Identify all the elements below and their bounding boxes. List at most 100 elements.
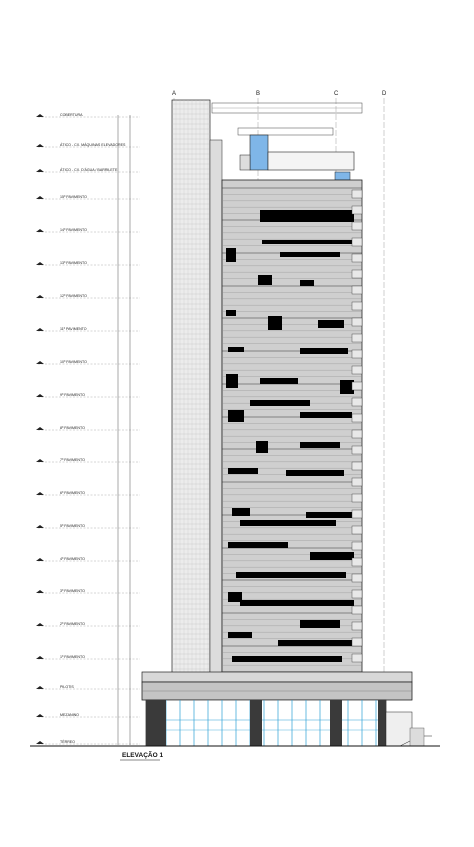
level-marker: 11º PAVIMENTO [36, 327, 140, 332]
facade-dark-panel [300, 280, 314, 286]
level-marker: 9º PAVIMENTO [36, 393, 140, 398]
level-label: 15º PAVIMENTO [60, 195, 87, 199]
level-marker: 4º PAVIMENTO [36, 557, 140, 562]
facade-dark-panel [262, 240, 354, 244]
side-bay [351, 301, 363, 311]
floor-band [222, 187, 362, 214]
side-bay [351, 637, 363, 647]
office-facade [221, 179, 363, 673]
level-label: 9º PAVIMENTO [60, 393, 85, 397]
level-marker: COBERTURA [36, 113, 140, 118]
level-label: 1º PAVIMENTO [60, 655, 85, 659]
facade-dark-panel [260, 210, 354, 222]
level-marker: TÉRREO [36, 739, 140, 745]
side-bay [351, 557, 363, 567]
level-marker: MEZANINO [36, 713, 140, 718]
level-label: 4º PAVIMENTO [60, 557, 85, 561]
side-bay [351, 605, 363, 615]
facade-dark-panel [300, 442, 340, 448]
side-bay [351, 381, 363, 391]
level-label: PILOTIS [60, 685, 74, 689]
level-label: 12º PAVIMENTO [60, 294, 87, 298]
facade-dark-panel [226, 248, 236, 262]
facade-dark-panel [232, 656, 342, 662]
facade-dark-panel [340, 380, 354, 394]
facade-dark-panel [250, 400, 310, 406]
side-bay [351, 221, 363, 231]
level-marker: 5º PAVIMENTO [36, 524, 140, 529]
side-bay [351, 253, 363, 263]
level-label: 10º PAVIMENTO [60, 360, 87, 364]
facade-dark-panel [228, 410, 244, 422]
level-marker: 8º PAVIMENTO [36, 426, 140, 431]
facade-dark-panel [240, 600, 354, 606]
facade-dark-panel [268, 316, 282, 330]
level-marker: 13º PAVIMENTO [36, 261, 140, 266]
level-marker: 10º PAVIMENTO [36, 360, 140, 365]
facade-dark-panel [286, 470, 344, 476]
level-labels: COBERTURA ÁTICO - CX. MÁQUINAS ELEVADORES… [36, 113, 140, 745]
facade-dark-panel [278, 640, 354, 646]
level-label: 7º PAVIMENTO [60, 458, 85, 462]
side-bay [351, 573, 363, 583]
side-bay [351, 365, 363, 375]
facade-dark-panel [236, 572, 346, 578]
facade-dark-panel [226, 374, 238, 388]
level-marker: 14º PAVIMENTO [36, 228, 140, 233]
side-bay [351, 237, 363, 247]
axis-label: A [172, 91, 176, 97]
facade-dark-panel [318, 320, 344, 328]
side-bay [351, 317, 363, 327]
level-marker: ÁTICO - CX. MÁQUINAS ELEVADORES [36, 143, 140, 148]
level-label: COBERTURA [60, 113, 83, 117]
level-label: TÉRREO [60, 739, 75, 744]
axis-label: C [334, 91, 339, 97]
side-bay [351, 285, 363, 295]
level-marker: 7º PAVIMENTO [36, 458, 140, 463]
level-label: 8º PAVIMENTO [60, 426, 85, 430]
drawing-title: ELEVAÇÃO 1 [122, 750, 163, 759]
side-bay [351, 461, 363, 471]
side-bay [351, 429, 363, 439]
facade-dark-panel [310, 552, 354, 560]
level-label: 3º PAVIMENTO [60, 589, 85, 593]
side-bay [351, 333, 363, 343]
facade-dark-panel [228, 468, 258, 474]
facade-dark-panel [228, 542, 288, 548]
level-marker: 6º PAVIMENTO [36, 491, 140, 496]
side-bay [351, 541, 363, 551]
side-bay [351, 397, 363, 407]
level-marker: ÁTICO - CX. D'ÁGUA / BARRILETE [36, 168, 140, 173]
level-marker: PILOTIS [36, 685, 140, 690]
level-label: 14º PAVIMENTO [60, 228, 87, 232]
facade-dark-panel [256, 441, 268, 453]
side-bay [351, 621, 363, 631]
floor-band [222, 350, 362, 377]
level-label: 6º PAVIMENTO [60, 491, 85, 495]
facade-dark-panel [240, 520, 336, 526]
side-bay [351, 589, 363, 599]
grid-axis: D [382, 91, 387, 746]
level-marker: 1º PAVIMENTO [36, 655, 140, 660]
level-label: 13º PAVIMENTO [60, 261, 87, 265]
side-bay [351, 205, 363, 215]
side-bay [351, 413, 363, 423]
side-bay [351, 653, 363, 663]
facade-dark-panel [300, 348, 348, 354]
facade-dark-panel [300, 412, 352, 418]
facade-dark-panel [228, 592, 242, 602]
axis-label: B [256, 91, 260, 97]
facade-dark-panel [228, 632, 252, 638]
level-label: MEZANINO [60, 713, 79, 717]
side-bay [351, 189, 363, 199]
side-bay [351, 509, 363, 519]
axis-label: D [382, 91, 387, 97]
level-label: 5º PAVIMENTO [60, 524, 85, 528]
facade-dark-panel [280, 252, 340, 257]
facade-dark-panel [300, 620, 340, 628]
level-label: 11º PAVIMENTO [60, 327, 87, 331]
podium [141, 671, 432, 747]
level-marker: 15º PAVIMENTO [36, 195, 140, 200]
